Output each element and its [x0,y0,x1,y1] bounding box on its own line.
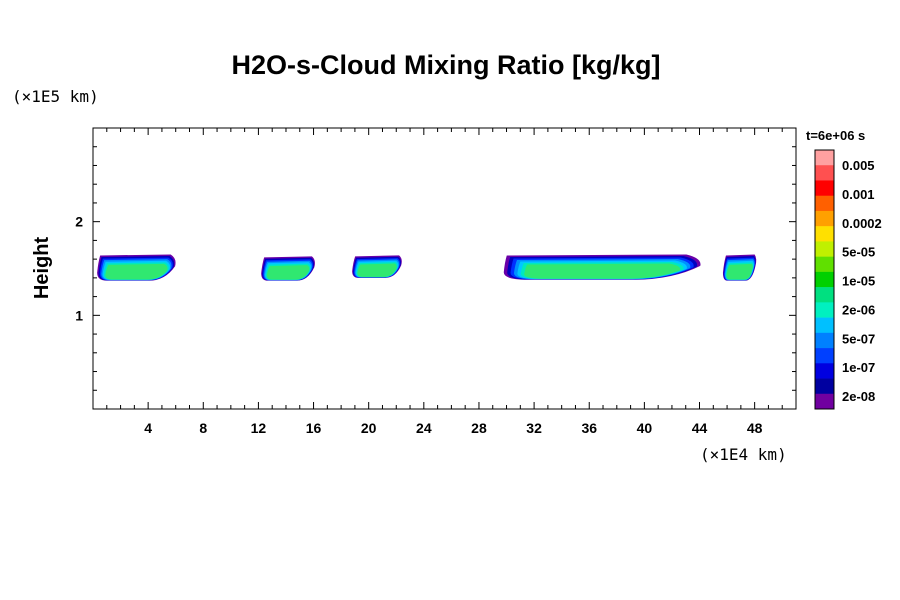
colorbar-swatch [815,271,834,288]
cloud-band [357,263,397,277]
cloud-band [524,263,681,279]
x-tick-label: 40 [637,420,653,436]
x-tick-label: 12 [251,420,267,436]
colorbar-swatch [815,287,834,303]
cloud-band [266,265,310,280]
colorbar-swatch [815,195,834,212]
colorbar-swatch [815,256,834,273]
chart-title: H2O-s-Cloud Mixing Ratio [kg/kg] [232,50,661,80]
colorbar-swatch [815,180,834,197]
x-unit-label: (×1E4 km) [700,445,787,464]
colorbar-label: 2e-06 [842,302,875,317]
colorbar-label: 5e-05 [842,245,875,260]
x-tick-label: 44 [692,420,708,436]
x-tick-label: 48 [747,420,763,436]
colorbar-label: 5e-07 [842,331,875,346]
colorbar-swatch [815,226,834,242]
cloud-1 [97,254,176,281]
y-unit-label: (×1E5 km) [12,87,99,106]
x-tick-label: 20 [361,420,377,436]
colorbar-swatch [815,210,834,227]
colorbar-frame [814,149,835,410]
x-tick-label: 36 [581,420,597,436]
cloud-3 [352,255,402,278]
colorbar-swatch [815,241,834,257]
cloud-band [105,263,168,280]
colorbar-swatch [815,302,834,318]
colorbar-swatch [815,378,834,395]
cloud-layer [97,254,757,281]
y-axis-label: Height [31,237,53,300]
cloud-4 [503,254,701,280]
y-tick-label: 2 [75,214,83,230]
colorbar-label: 1e-05 [842,274,875,289]
x-tick-label: 24 [416,420,432,436]
cloud-band [726,263,753,280]
colorbar-label: 1e-07 [842,360,875,375]
colorbar-swatch [815,348,834,364]
colorbar-swatch [815,150,834,166]
colorbar-label: 0.001 [842,187,875,202]
x-tick-label: 4 [144,420,152,436]
y-tick-label: 1 [75,307,83,323]
colorbar-swatch [815,332,834,349]
time-label: t=6e+06 s [806,128,865,143]
colorbar-swatch [815,317,834,334]
x-tick-label: 8 [199,420,207,436]
cloud-5 [722,254,757,281]
colorbar-swatch [815,363,834,379]
x-tick-label: 16 [306,420,322,436]
colorbar-label: 0.0002 [842,216,882,231]
axis-ticks [93,128,796,409]
colorbar-swatch [815,393,834,410]
colorbar-swatch [815,165,834,181]
colorbar-label: 0.005 [842,158,875,173]
x-tick-label: 28 [471,420,487,436]
x-tick-label: 32 [526,420,542,436]
cloud-2 [261,256,315,281]
colorbar-label: 2e-08 [842,389,875,404]
colorbar: 0.005 0.001 0.0002 5e-05 1e-05 2e-06 5e-07 1e-0… [814,149,882,410]
